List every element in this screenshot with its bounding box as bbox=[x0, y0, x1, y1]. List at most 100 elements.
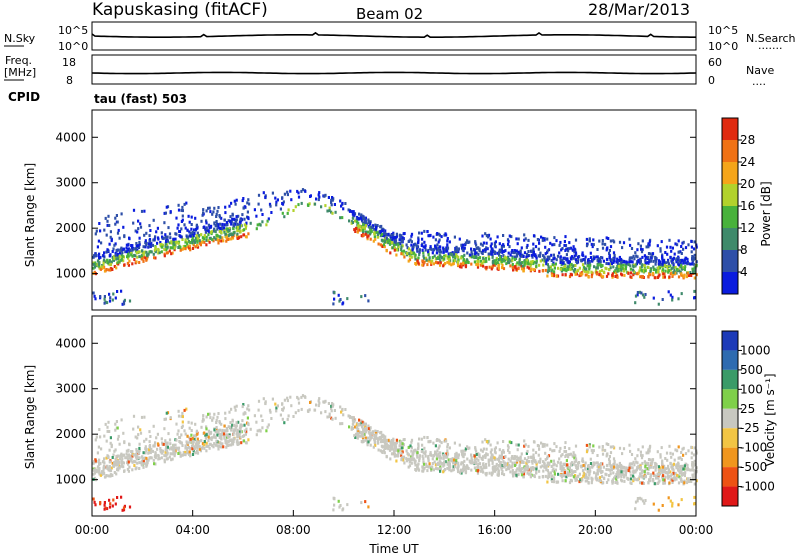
nave-right-legend-dots: ···· bbox=[752, 78, 766, 91]
velocity-cell bbox=[149, 446, 152, 450]
power-cell bbox=[524, 237, 527, 241]
velocity-cell bbox=[122, 431, 125, 435]
velocity-cell bbox=[487, 458, 490, 462]
power-cell bbox=[541, 258, 544, 262]
velocity-cell bbox=[501, 463, 504, 467]
velocity-cell bbox=[529, 466, 532, 470]
velocity-cell bbox=[456, 455, 459, 459]
velocity-cell bbox=[388, 448, 392, 452]
velocity-cell bbox=[327, 402, 330, 405]
velocity-cell bbox=[100, 447, 103, 451]
velocity-cell bbox=[518, 466, 521, 470]
velocity-cell bbox=[421, 469, 424, 473]
power-cell bbox=[212, 210, 215, 214]
power-cell bbox=[615, 271, 618, 275]
velocity-cell bbox=[466, 466, 469, 470]
power-cell bbox=[475, 262, 478, 266]
velocity-cell bbox=[484, 438, 487, 442]
velocity-cell bbox=[569, 473, 572, 477]
velocity-cell bbox=[549, 471, 552, 475]
power-cell bbox=[553, 266, 556, 270]
velocity-cell bbox=[654, 464, 657, 468]
power-cell bbox=[176, 226, 179, 230]
power-cell bbox=[659, 266, 662, 270]
power-cell bbox=[225, 229, 229, 233]
power-cell bbox=[680, 272, 683, 276]
velocity-cell bbox=[574, 478, 577, 482]
velocity-cell bbox=[381, 438, 384, 442]
velocity-cell bbox=[645, 451, 648, 455]
velocity-cell bbox=[616, 463, 619, 467]
power-cell bbox=[215, 224, 218, 228]
power-cell bbox=[392, 236, 395, 240]
power-cell bbox=[599, 263, 602, 267]
velocity-cell bbox=[93, 471, 96, 475]
velocity-cell bbox=[230, 426, 233, 430]
velocity-cell bbox=[202, 414, 205, 418]
velocity-cell bbox=[485, 465, 488, 469]
velocity-cell bbox=[239, 435, 242, 439]
velocity-cell bbox=[693, 459, 696, 463]
power-cell bbox=[612, 259, 616, 263]
velocity-cell bbox=[423, 435, 426, 439]
velocity-cell bbox=[496, 467, 499, 471]
velocity-cell bbox=[479, 448, 483, 452]
velocity-cell bbox=[118, 466, 121, 470]
power-cell bbox=[150, 250, 153, 254]
power-cell bbox=[157, 251, 160, 255]
power-cell bbox=[195, 224, 198, 228]
power-cell bbox=[683, 258, 686, 262]
velocity-cell bbox=[597, 463, 600, 467]
power-cell bbox=[588, 266, 591, 270]
velocity-cell bbox=[390, 439, 393, 443]
power-cell bbox=[166, 245, 169, 249]
power-cell bbox=[133, 258, 136, 261]
power-cell bbox=[340, 204, 343, 208]
velocity-cell bbox=[523, 457, 527, 461]
power-cell bbox=[123, 263, 126, 267]
velocity-cell bbox=[373, 441, 376, 445]
power-cell bbox=[668, 238, 671, 242]
power-cell bbox=[201, 236, 204, 240]
power-cell bbox=[687, 243, 690, 247]
power-cell bbox=[109, 263, 112, 267]
velocity-cell bbox=[189, 437, 192, 441]
velocity-cell bbox=[169, 452, 172, 456]
power-cell bbox=[548, 267, 551, 270]
velocity-cell bbox=[552, 459, 555, 463]
velocity-cell bbox=[376, 439, 379, 442]
power-cell bbox=[677, 239, 680, 243]
velocity-cell bbox=[678, 475, 681, 479]
power-cell bbox=[439, 261, 442, 265]
velocity-cell bbox=[115, 454, 118, 458]
velocity-cell bbox=[689, 477, 692, 480]
velocity-cell bbox=[623, 475, 626, 479]
velocity-cell bbox=[228, 439, 231, 443]
velocity-cell bbox=[491, 456, 494, 460]
velocity-cell bbox=[535, 465, 538, 469]
velocity-cell bbox=[172, 447, 175, 451]
velocity-cell bbox=[192, 449, 195, 453]
time-xlabel: Time UT bbox=[368, 542, 419, 554]
power-cell bbox=[287, 208, 290, 212]
noise-right-label: N.Search bbox=[746, 32, 796, 45]
velocity-cell bbox=[460, 462, 463, 466]
velocity-cell bbox=[418, 459, 421, 462]
velocity-cell bbox=[297, 409, 300, 413]
velocity-cell bbox=[693, 475, 696, 479]
velocity-cell bbox=[207, 412, 210, 416]
velocity-cell bbox=[568, 453, 571, 457]
velocity-cell bbox=[643, 460, 646, 464]
velocity-cell bbox=[122, 508, 126, 512]
power-cell bbox=[203, 237, 206, 241]
velocity-cell bbox=[196, 446, 199, 450]
velocity-cell bbox=[657, 468, 660, 472]
power-cell bbox=[659, 263, 663, 267]
power-cell bbox=[527, 238, 530, 242]
velocity-cell bbox=[561, 474, 565, 478]
velocity-cell bbox=[246, 416, 249, 420]
power-cell bbox=[189, 241, 192, 244]
power-cell bbox=[364, 224, 367, 228]
velocity-cell bbox=[420, 437, 423, 441]
power-cell bbox=[617, 262, 620, 266]
